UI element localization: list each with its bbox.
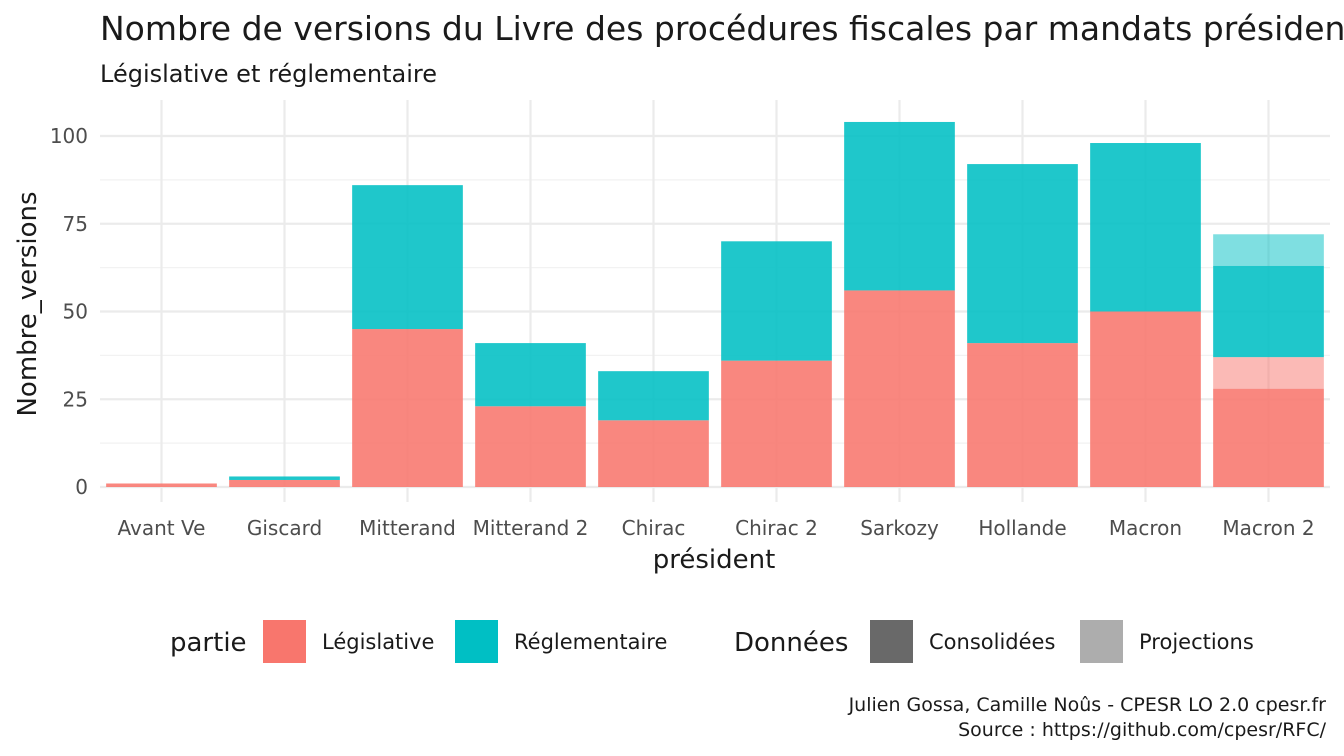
legend-swatch-projections (1080, 620, 1123, 663)
bar-segment (106, 483, 217, 487)
bar-segment (844, 290, 955, 487)
y-tick-label: 100 (50, 124, 88, 148)
bar-segment (1213, 234, 1324, 266)
legend-label-legislative: Législative (322, 630, 434, 654)
bar-segment (229, 476, 340, 480)
y-tick-label: 0 (75, 475, 88, 499)
x-tick-label: Macron (1109, 516, 1182, 540)
bar-segment (475, 343, 586, 407)
y-tick-label: 50 (63, 300, 88, 324)
chart-subtitle: Législative et réglementaire (100, 60, 437, 88)
x-tick-label: Mitterand (359, 516, 456, 540)
bar-segment (352, 329, 463, 487)
x-tick-label: Mitterand 2 (473, 516, 589, 540)
bar-segment (721, 360, 832, 487)
x-tick-label: Hollande (978, 516, 1066, 540)
x-tick-label: Macron 2 (1222, 516, 1314, 540)
bar-segment (598, 371, 709, 421)
legend-swatch-legislative (263, 620, 306, 663)
bar-segment (229, 479, 340, 487)
legend-label-reglementaire: Réglementaire (514, 630, 667, 654)
legend-swatch-consolidees (870, 620, 913, 663)
legend-title-partie: partie (170, 628, 247, 658)
x-tick-label: Chirac (622, 516, 686, 540)
x-axis-label: président (653, 545, 776, 575)
bar-segment (352, 185, 463, 330)
legend-swatch-reglementaire (455, 620, 498, 663)
bar-segment (1213, 388, 1324, 487)
caption-source: Source : https://github.com/cpesr/RFC/ (958, 719, 1327, 741)
bar-segment (967, 164, 1078, 344)
bar-segment (598, 420, 709, 487)
caption-credits: Julien Gossa, Camille Noûs - CPESR LO 2.… (848, 694, 1327, 716)
x-tick-label: Chirac 2 (735, 516, 818, 540)
bar-segment (967, 343, 1078, 487)
y-tick-label: 75 (63, 212, 88, 236)
bars (106, 121, 1324, 487)
y-axis-label: Nombre_versions (13, 191, 43, 416)
x-tick-label: Sarkozy (860, 516, 939, 540)
legend-title-donnees: Données (734, 628, 848, 658)
x-tick-label: Giscard (247, 516, 322, 540)
y-tick-label: 25 (63, 387, 88, 411)
bar-segment (1213, 357, 1324, 389)
legend-label-consolidees: Consolidées (929, 630, 1055, 654)
x-tick-label: Avant Ve (118, 516, 206, 540)
legend: partie Législative Réglementaire Données… (170, 620, 1254, 663)
x-axis: Avant Ve Giscard Mitterand Mitterand 2 Chira… (118, 516, 1315, 540)
bar-segment (1090, 143, 1201, 312)
bar-segment (475, 406, 586, 487)
y-axis: 0 25 50 75 100 (50, 124, 88, 499)
legend-label-projections: Projections (1139, 630, 1254, 654)
bar-segment (844, 121, 955, 291)
bar-segment (1090, 311, 1201, 487)
bar-segment (1213, 265, 1324, 358)
chart-title: Nombre de versions du Livre des procédur… (100, 9, 1344, 48)
bar-segment (721, 241, 832, 361)
